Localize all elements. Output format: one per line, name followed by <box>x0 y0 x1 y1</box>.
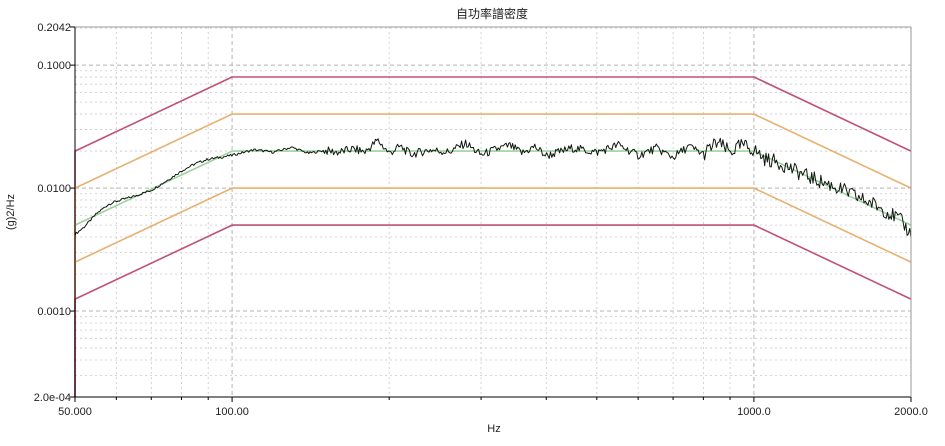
x-tick-label: 2000.0 <box>894 406 928 418</box>
tick-labels: 50.000 100.00 1000.0 2000.0 2.0e-04 0.0010 0.0… <box>34 22 928 418</box>
axes <box>70 26 912 402</box>
y-tick-label: 2.0e-04 <box>34 392 71 404</box>
x-tick-label: 100.00 <box>215 406 249 418</box>
series-alarm-lower <box>74 187 912 263</box>
grid <box>75 27 911 397</box>
plot-area <box>75 27 911 397</box>
x-tick-label: 50.000 <box>58 406 92 418</box>
y-axis-label: (g)2/Hz <box>5 194 17 230</box>
y-tick-label: 0.0100 <box>37 183 71 195</box>
y-tick-label: 0.1000 <box>37 60 71 72</box>
y-tick-label: 0.2042 <box>37 22 71 34</box>
chart-title: 自功率譜密度 <box>456 6 528 21</box>
x-axis-label: Hz <box>487 423 500 435</box>
y-tick-label: 0.0010 <box>37 306 71 318</box>
series-measured <box>74 137 912 238</box>
series-layer <box>74 76 912 397</box>
x-tick-label: 1000.0 <box>737 406 771 418</box>
